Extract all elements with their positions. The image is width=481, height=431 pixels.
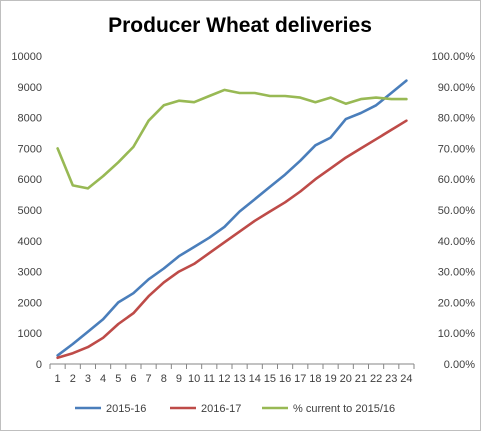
x-tick-label: 8 (161, 373, 167, 385)
y-tick-label: 1000 (18, 328, 42, 340)
x-tick-label: 5 (115, 373, 121, 385)
x-tick-label: 9 (176, 373, 182, 385)
y-tick-label: 10000 (11, 51, 42, 63)
y2-tick-label: 20.00% (438, 297, 476, 309)
y-tick-label: 5000 (18, 205, 42, 217)
y-tick-label: 3000 (18, 267, 42, 279)
legend: 2015-16 2016-17 % current to 2015/16 (75, 403, 395, 415)
x-tick-label: 18 (309, 373, 321, 385)
x-tick-label: 4 (100, 373, 106, 385)
y2-tick-label: 60.00% (438, 174, 476, 186)
y-tick-label: 6000 (18, 174, 42, 186)
y2-tick-label: 0.00% (444, 359, 475, 371)
y-tick-label: 2000 (18, 297, 42, 309)
x-tick-label: 19 (324, 373, 336, 385)
y-tick-label: 0 (36, 359, 42, 371)
x-tick-label: 22 (370, 373, 382, 385)
left-axis-ticks: 0 1000 2000 3000 4000 5000 6000 7000 8000 9000 100… (11, 51, 42, 371)
right-axis-ticks: 0.00% 10.00% 20.00% 30.00% 40.00% 50.00% 60.00… (432, 51, 476, 371)
x-tick-label: 16 (279, 373, 291, 385)
x-tick-label: 6 (130, 373, 136, 385)
y-tick-label: 7000 (18, 143, 42, 155)
y2-tick-label: 80.00% (438, 113, 476, 125)
x-tick-label: 17 (294, 373, 306, 385)
x-tick-label: 2 (70, 373, 76, 385)
y-tick-label: 4000 (18, 236, 42, 248)
y2-tick-label: 30.00% (438, 267, 476, 279)
x-tick-label: 12 (218, 373, 230, 385)
legend-label-1: 2015-16 (106, 403, 146, 415)
y2-tick-label: 90.00% (438, 82, 476, 94)
series-lines (56, 79, 408, 360)
x-axis-ticks: 1 2 3 4 5 6 7 8 9 10 11 12 13 14 15 16 17 18 19 20 21 22 23 24 (49, 364, 415, 385)
y-tick-label: 8000 (18, 113, 42, 125)
x-tick-label: 1 (55, 373, 61, 385)
x-tick-label: 13 (233, 373, 245, 385)
x-tick-label: 21 (355, 373, 367, 385)
y2-tick-label: 70.00% (438, 143, 476, 155)
chart-title: Producer Wheat deliveries (108, 14, 372, 37)
x-tick-label: 7 (146, 373, 152, 385)
series-line-3 (56, 88, 408, 190)
legend-label-3: % current to 2015/16 (293, 403, 395, 415)
x-tick-label: 3 (85, 373, 91, 385)
x-tick-label: 14 (249, 373, 261, 385)
x-tick-label: 20 (340, 373, 352, 385)
series-line-1 (56, 79, 408, 357)
series-line-2 (56, 119, 408, 360)
x-tick-label: 23 (385, 373, 397, 385)
x-tick-label: 24 (400, 373, 412, 385)
x-tick-label: 15 (264, 373, 276, 385)
y2-tick-label: 10.00% (438, 328, 476, 340)
y-tick-label: 9000 (18, 82, 42, 94)
x-tick-label: 11 (204, 373, 215, 385)
legend-label-2: 2016-17 (201, 403, 241, 415)
x-tick-label: 10 (188, 373, 200, 385)
y2-tick-label: 50.00% (438, 205, 476, 217)
y2-tick-label: 100.00% (432, 51, 476, 63)
y2-tick-label: 40.00% (438, 236, 476, 248)
